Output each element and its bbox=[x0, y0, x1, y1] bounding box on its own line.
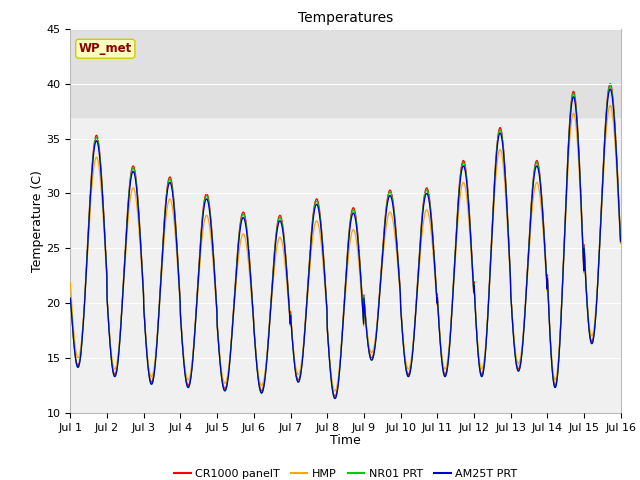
Bar bbox=[70, 29, 621, 117]
Line: NR01 PRT: NR01 PRT bbox=[70, 86, 621, 398]
CR1000 panelT bbox=[67, 295, 74, 300]
CR1000 panelT bbox=[294, 376, 301, 382]
HMP bbox=[294, 371, 301, 377]
HMP bbox=[606, 103, 614, 108]
AM25T PRT bbox=[442, 372, 450, 377]
AM25T PRT bbox=[294, 379, 301, 384]
NR01 PRT bbox=[184, 384, 191, 390]
CR1000 panelT bbox=[273, 230, 280, 236]
HMP bbox=[617, 240, 625, 246]
CR1000 panelT bbox=[606, 81, 614, 86]
Legend: CR1000 panelT, HMP, NR01 PRT, AM25T PRT: CR1000 panelT, HMP, NR01 PRT, AM25T PRT bbox=[170, 465, 522, 480]
HMP bbox=[331, 388, 339, 394]
HMP bbox=[67, 280, 74, 286]
AM25T PRT bbox=[273, 235, 280, 240]
AM25T PRT bbox=[606, 86, 614, 92]
Line: CR1000 panelT: CR1000 panelT bbox=[70, 84, 621, 396]
Y-axis label: Temperature (C): Temperature (C) bbox=[31, 170, 44, 272]
HMP bbox=[442, 364, 450, 370]
AM25T PRT bbox=[291, 364, 299, 370]
NR01 PRT bbox=[98, 180, 106, 186]
Text: WP_met: WP_met bbox=[79, 42, 132, 55]
NR01 PRT bbox=[617, 238, 625, 243]
NR01 PRT bbox=[67, 295, 74, 301]
NR01 PRT bbox=[442, 372, 450, 377]
CR1000 panelT bbox=[442, 370, 450, 375]
HMP bbox=[291, 359, 299, 364]
HMP bbox=[273, 249, 280, 255]
NR01 PRT bbox=[606, 83, 614, 89]
AM25T PRT bbox=[617, 239, 625, 244]
NR01 PRT bbox=[331, 396, 339, 401]
NR01 PRT bbox=[294, 379, 301, 384]
NR01 PRT bbox=[273, 232, 280, 238]
HMP bbox=[98, 195, 106, 201]
X-axis label: Time: Time bbox=[330, 434, 361, 447]
HMP bbox=[184, 377, 191, 383]
CR1000 panelT bbox=[98, 179, 106, 184]
AM25T PRT bbox=[98, 183, 106, 189]
AM25T PRT bbox=[67, 295, 74, 301]
NR01 PRT bbox=[291, 364, 299, 370]
CR1000 panelT bbox=[331, 394, 339, 399]
Title: Temperatures: Temperatures bbox=[298, 11, 393, 25]
CR1000 panelT bbox=[184, 382, 191, 388]
CR1000 panelT bbox=[617, 235, 625, 241]
Line: HMP: HMP bbox=[70, 106, 621, 391]
AM25T PRT bbox=[184, 384, 191, 390]
AM25T PRT bbox=[331, 396, 339, 401]
Line: AM25T PRT: AM25T PRT bbox=[70, 89, 621, 398]
CR1000 panelT bbox=[291, 362, 299, 368]
